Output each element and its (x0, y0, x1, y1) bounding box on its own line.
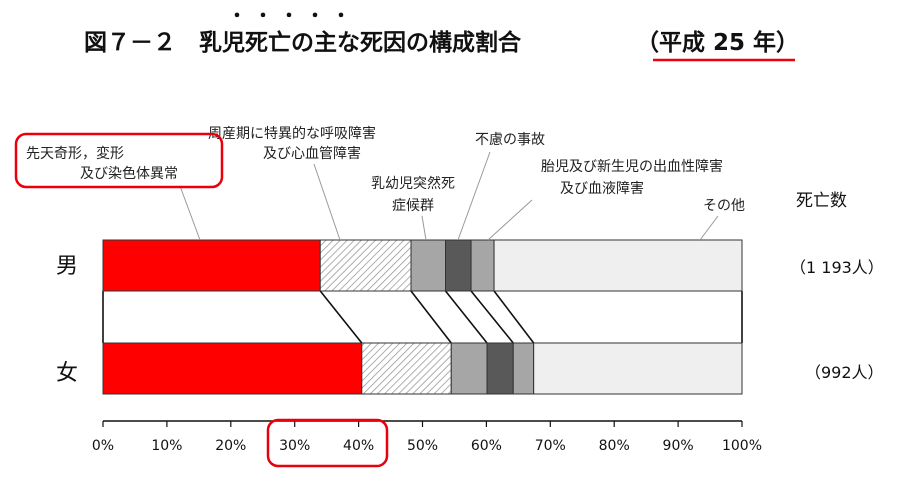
count-female: （992人） (805, 363, 884, 382)
segment-label-2-line-1: 症候群 (392, 198, 434, 214)
leader-line-0 (179, 185, 201, 241)
x-axis: 0% 10% 20% 30% 40% 50% 60% 70% 80% 90% 100% (92, 420, 762, 454)
segment-label-1-line-0: 周産期に特異的な呼吸障害 (208, 126, 376, 142)
bar-segment-female-2 (450, 342, 488, 395)
chart-title: 図７－２ 乳児死亡の主な死因の構成割合 (84, 29, 522, 56)
segment-label-1-line-1: 及び心血管障害 (263, 146, 361, 162)
highlight-box-30-40-ticks (266, 418, 389, 468)
x-tick-label-0: 0% (92, 438, 114, 454)
segment-label-0-line-0: 先天奇形，変形 (26, 145, 124, 162)
x-tick-label-9: 90% (663, 438, 694, 454)
x-tick-label-6: 60% (471, 438, 502, 454)
x-tick-label-5: 50% (407, 438, 438, 454)
x-tick-label-7: 70% (535, 438, 566, 454)
count-header: 死亡数 (796, 191, 847, 211)
leader-line-2 (421, 215, 427, 241)
segment-label-5-line-0: その他 (703, 198, 745, 214)
bar-segment-female-5 (533, 342, 743, 395)
segment-label-0-line-1: 及び染色体異常 (80, 165, 178, 182)
x-tick-label-2: 20% (215, 438, 246, 454)
row-label-female: 女 (56, 361, 78, 386)
highlight-box-congenital-label (14, 132, 224, 189)
segment-label-4-line-0: 胎児及び新生児の出血性障害 (541, 159, 723, 175)
x-tick-label-3: 30% (279, 438, 310, 454)
row-label-male: 男 (56, 254, 78, 279)
connector-lines (102, 290, 743, 344)
bar-segment-male-2 (410, 239, 447, 292)
connector-line-1 (319, 290, 363, 344)
bar-segment-female-3 (486, 342, 514, 395)
x-tick-label-10: 100% (722, 438, 762, 454)
connector-line-3 (444, 290, 488, 344)
segment-label-4-line-1: 及び血液障害 (560, 181, 644, 197)
label-leader-lines (179, 151, 719, 241)
leader-line-3 (457, 151, 491, 241)
leader-line-4 (487, 199, 533, 241)
bar-segments (102, 239, 743, 395)
bar-segment-male-4 (470, 239, 495, 292)
bar-segment-female-1 (361, 342, 452, 395)
count-male: （1 193人） (790, 258, 884, 277)
x-tick-label-8: 80% (599, 438, 630, 454)
chart-title-year: （平成 25 年） (636, 29, 799, 56)
bar-segment-male-0 (102, 239, 321, 292)
emphasis-dots: ・・・・・ (228, 6, 358, 27)
bar-segment-female-4 (512, 342, 535, 395)
segment-label-2-line-0: 乳幼児突然死 (371, 175, 455, 192)
x-tick-label-1: 10% (151, 438, 182, 454)
x-tick-label-4: 40% (343, 438, 374, 454)
connector-line-2 (410, 290, 452, 344)
connector-line-4 (470, 290, 514, 344)
bar-segment-male-1 (319, 239, 412, 292)
leader-line-5 (699, 215, 719, 241)
bar-segment-male-5 (493, 239, 743, 292)
leader-line-1 (313, 163, 341, 241)
bar-segment-male-3 (445, 239, 472, 292)
segment-label-3-line-0: 不慮の事故 (475, 132, 545, 148)
connector-line-5 (493, 290, 535, 344)
bar-segment-female-0 (102, 342, 363, 395)
